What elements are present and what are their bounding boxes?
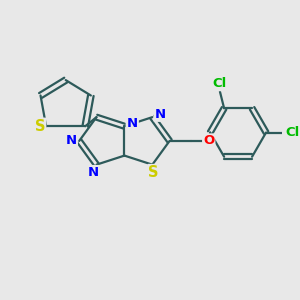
Text: S: S — [148, 165, 159, 180]
Text: N: N — [154, 108, 166, 121]
Text: Cl: Cl — [213, 77, 227, 90]
Text: O: O — [203, 134, 214, 147]
Text: N: N — [88, 166, 99, 179]
Text: N: N — [127, 117, 138, 130]
Text: Cl: Cl — [286, 126, 300, 139]
Text: S: S — [35, 119, 45, 134]
Text: N: N — [66, 134, 77, 147]
